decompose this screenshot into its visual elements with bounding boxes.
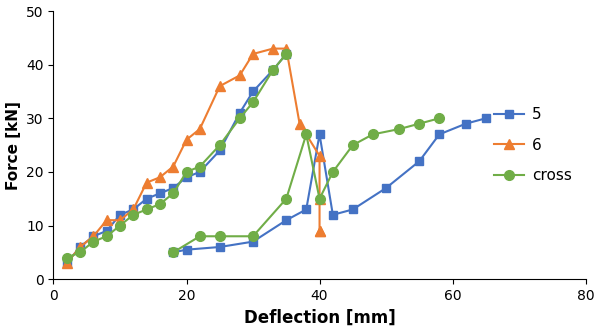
5 — [90, 234, 97, 238]
5 — [76, 245, 83, 249]
6 — [316, 197, 323, 201]
Legend: 5, 6, cross: 5, 6, cross — [488, 101, 578, 189]
6 — [316, 229, 323, 233]
6 — [236, 73, 244, 77]
6 — [76, 245, 83, 249]
5 — [283, 52, 290, 56]
5 — [196, 170, 203, 174]
cross — [143, 208, 150, 211]
5 — [250, 90, 257, 94]
cross — [196, 165, 203, 169]
cross — [90, 240, 97, 244]
cross — [103, 234, 110, 238]
cross — [183, 170, 190, 174]
6 — [63, 261, 70, 265]
cross — [116, 223, 124, 227]
5 — [143, 197, 150, 201]
cross — [170, 191, 177, 195]
Y-axis label: Force [kN]: Force [kN] — [5, 101, 20, 190]
5 — [63, 261, 70, 265]
6 — [143, 181, 150, 185]
Line: cross: cross — [62, 49, 291, 263]
6 — [250, 52, 257, 56]
cross — [269, 68, 277, 72]
5 — [236, 111, 244, 115]
5 — [103, 229, 110, 233]
5 — [269, 68, 277, 72]
5 — [170, 186, 177, 190]
5 — [183, 175, 190, 179]
cross — [250, 100, 257, 104]
Line: 5: 5 — [62, 50, 290, 267]
5 — [216, 148, 223, 152]
X-axis label: Deflection [mm]: Deflection [mm] — [244, 308, 395, 326]
6 — [216, 84, 223, 88]
6 — [316, 154, 323, 158]
cross — [283, 52, 290, 56]
6 — [130, 208, 137, 211]
6 — [156, 175, 163, 179]
6 — [283, 46, 290, 50]
6 — [296, 122, 303, 125]
cross — [63, 256, 70, 260]
cross — [216, 143, 223, 147]
6 — [90, 234, 97, 238]
cross — [236, 116, 244, 120]
6 — [316, 229, 323, 233]
cross — [130, 213, 137, 217]
6 — [269, 46, 277, 50]
cross — [156, 202, 163, 206]
6 — [170, 165, 177, 169]
Line: 6: 6 — [62, 44, 325, 268]
cross — [76, 250, 83, 254]
6 — [196, 127, 203, 131]
6 — [116, 218, 124, 222]
6 — [103, 218, 110, 222]
5 — [156, 191, 163, 195]
5 — [116, 213, 124, 217]
5 — [130, 208, 137, 211]
6 — [183, 138, 190, 142]
